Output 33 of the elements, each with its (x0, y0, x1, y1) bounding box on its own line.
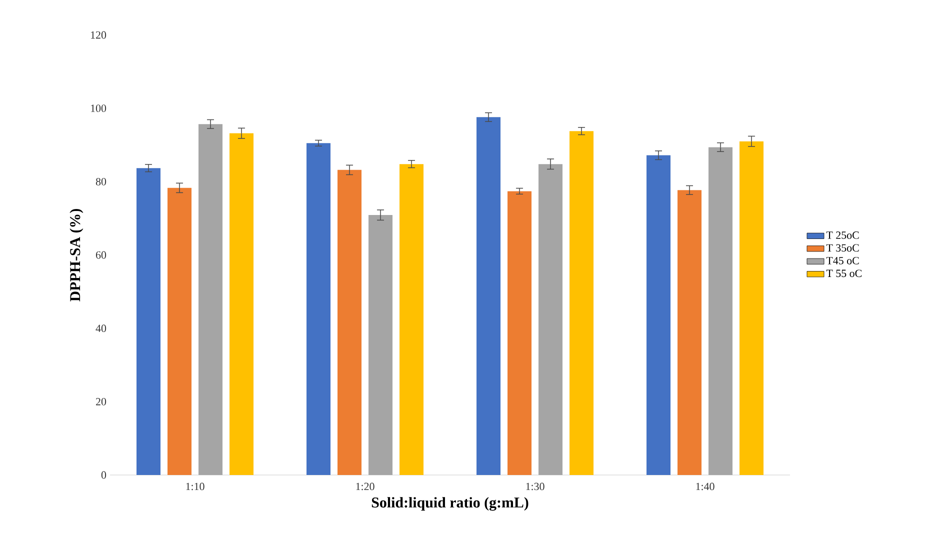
bar (476, 117, 501, 475)
legend-label: T45 oC (826, 256, 859, 264)
bar (230, 133, 254, 475)
y-tick-label: 0 (101, 471, 106, 479)
x-tick-label: 1:20 (356, 482, 374, 490)
y-tick-label: 20 (96, 398, 106, 406)
bar (570, 131, 594, 475)
y-tick-label: 120 (91, 31, 106, 39)
bar (508, 191, 532, 475)
bar (368, 215, 393, 475)
y-axis-title: DPPH-SA (%) (70, 208, 84, 302)
bar (168, 188, 192, 475)
bar (538, 164, 563, 475)
y-tick-label: 40 (96, 324, 106, 332)
bar (708, 147, 733, 475)
legend-label: T 55 oC (826, 270, 862, 278)
bar (306, 143, 331, 475)
bar (400, 164, 424, 475)
legend-label: T 25oC (826, 232, 859, 239)
bar (198, 124, 223, 475)
x-tick-label: 1:30 (526, 482, 544, 490)
bar (646, 155, 671, 475)
x-axis-title: Solid:liquid ratio (g:mL) (372, 497, 528, 511)
bar (338, 170, 362, 475)
y-tick-label: 60 (96, 251, 106, 259)
bar (740, 141, 764, 475)
x-tick-label: 1:40 (696, 482, 714, 490)
y-tick-label: 80 (96, 178, 106, 186)
bar (678, 190, 702, 475)
x-tick-label: 1:10 (186, 482, 204, 490)
y-tick-label: 100 (91, 104, 106, 112)
legend-label: T 35oC (826, 244, 859, 252)
bar (136, 168, 160, 475)
